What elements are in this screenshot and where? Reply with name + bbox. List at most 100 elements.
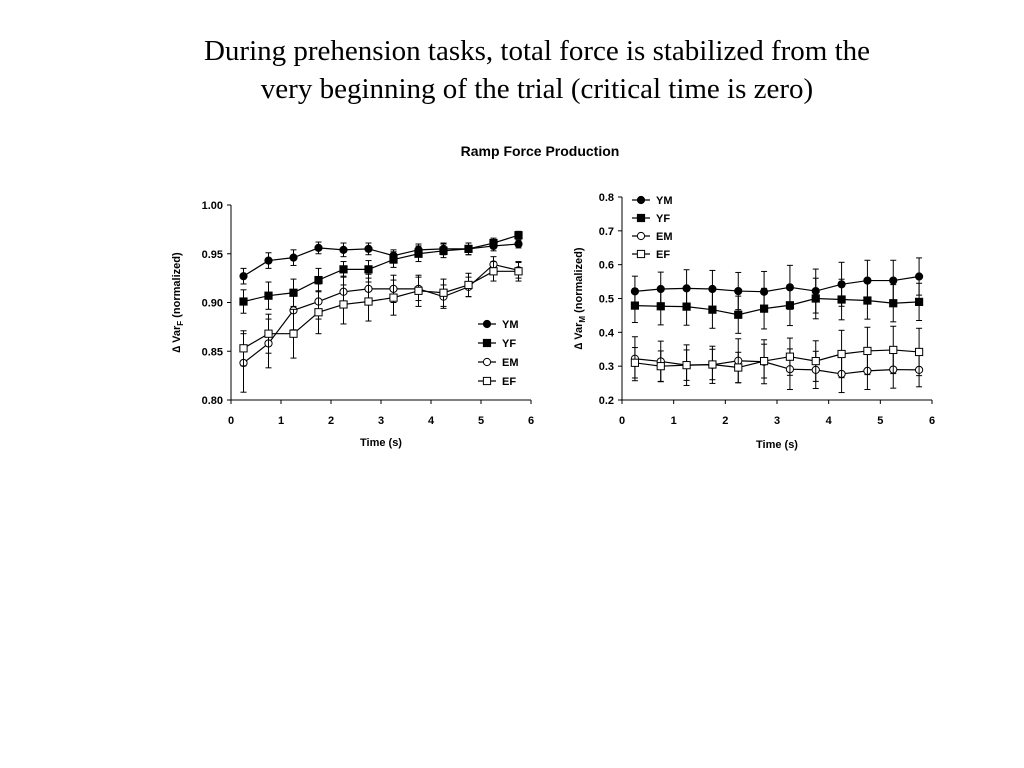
x-tick-label: 5 [478,415,484,427]
data-point [630,358,640,367]
legend-marker [482,338,492,348]
legend-entry-ym: YM [478,319,519,331]
data-point [708,305,717,314]
legend-label: EF [656,249,670,261]
slide-title-line-1: During prehension tasks, total force is … [203,35,871,67]
data-point [889,345,898,355]
data-point [863,296,872,305]
legend-label: YM [656,195,673,207]
data-point [656,302,665,311]
data-point [811,294,820,303]
data-point [364,297,373,306]
data-point [264,329,273,338]
y-tick-label: 0.8 [599,192,614,204]
series-em [630,336,924,394]
legend-entry-ef: EF [632,249,670,261]
series-line [634,349,920,369]
series-yf [630,277,924,334]
legend-label: YF [656,213,670,225]
legend-label: EM [502,357,519,369]
data-point [339,300,348,309]
data-point [514,267,523,276]
series-line [634,275,920,293]
data-point [514,231,523,240]
y-tick-label: 0.7 [599,226,614,238]
data-point [339,265,348,274]
x-tick-label: 0 [619,415,625,427]
data-point [489,267,498,276]
slide-title-line-2: very beginning of the trial (critical ti… [260,73,814,105]
x-tick-label: 2 [328,415,334,427]
legend-entry-yf: YF [632,213,670,225]
x-tick-label: 6 [528,415,534,427]
legend-marker [482,319,492,329]
data-point [389,293,398,302]
data-point [464,280,473,290]
delta-symbol-icon: ∆ [573,340,585,350]
data-point [785,352,795,361]
legend-entry-em: EM [632,231,673,243]
legend-label: EM [656,231,673,243]
data-point [914,347,924,357]
legend-entry-em: EM [478,357,519,369]
data-point [339,245,348,254]
data-point [837,349,846,359]
legend-entry-yf: YF [478,338,516,350]
data-point [289,329,298,338]
data-point [889,276,898,285]
data-point [464,244,473,253]
data-point [734,310,743,319]
x-axis-label: Time (s) [756,439,798,451]
data-point [863,346,872,356]
data-point [239,344,248,353]
data-point [837,295,846,304]
legend-marker [636,231,646,241]
series-line [634,358,920,375]
data-point [239,272,248,281]
data-point [364,265,373,274]
legend-label: YM [502,319,519,331]
x-tick-label: 1 [671,415,677,427]
data-point [364,244,373,253]
legend-marker [636,249,646,259]
data-point [414,286,423,295]
x-tick-label: 2 [722,415,728,427]
data-point [759,304,769,313]
series-ef [239,261,523,367]
data-point [439,288,448,297]
data-point [414,249,423,258]
y-tick-label: 0.6 [599,260,614,272]
series-line [634,297,920,316]
data-point [889,299,898,308]
data-point [811,356,820,366]
figure-title: Ramp Force Production [460,143,620,159]
slide-title: During prehension tasks, total force is … [100,32,974,108]
y-tick-label: 1.00 [202,200,223,212]
data-point [734,363,743,372]
data-point [734,286,743,296]
series-ef [630,325,924,384]
legend-marker [636,195,646,205]
x-tick-label: 6 [929,415,935,427]
delta-symbol-icon: ∆ [171,343,183,353]
series-ym [630,257,924,314]
legend-marker [482,357,492,367]
y-tick-label: 0.95 [202,249,223,261]
data-point [489,238,498,248]
data-point [264,256,273,265]
x-tick-label: 3 [774,415,780,427]
x-tick-label: 1 [278,415,284,427]
legend-marker [482,376,492,386]
y-axis-label: ∆ VarM (normalized) [573,247,587,349]
x-tick-label: 0 [228,415,234,427]
data-point [682,361,691,370]
y-tick-label: 0.4 [599,327,615,339]
y-axis-label: ∆ VarF (normalized) [171,252,185,353]
data-point [914,297,924,306]
data-point [289,253,298,262]
data-point [656,362,665,371]
legend-marker [636,213,646,223]
legend-entry-ym: YM [632,195,673,207]
